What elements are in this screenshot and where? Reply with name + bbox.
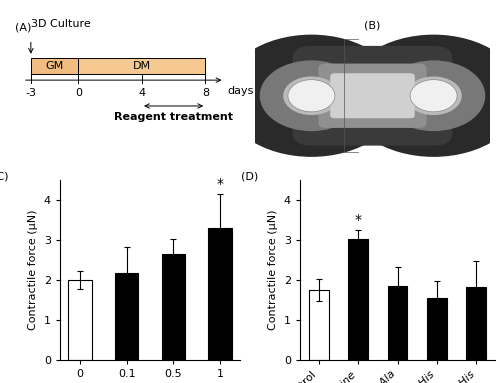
Bar: [208, 228, 232, 360]
Bar: [68, 280, 92, 360]
Bar: [466, 287, 486, 360]
Bar: [348, 239, 368, 360]
FancyBboxPatch shape: [292, 46, 452, 146]
FancyBboxPatch shape: [330, 73, 415, 118]
Bar: [309, 290, 328, 360]
Text: GM: GM: [46, 61, 64, 71]
FancyBboxPatch shape: [31, 59, 78, 74]
Circle shape: [288, 80, 335, 112]
Text: *: *: [216, 177, 224, 191]
Circle shape: [283, 77, 340, 115]
Text: Reagent treatment: Reagent treatment: [114, 112, 233, 122]
Circle shape: [344, 34, 500, 157]
Text: (D): (D): [242, 171, 259, 181]
Circle shape: [241, 47, 382, 144]
Bar: [162, 254, 185, 360]
Text: (A): (A): [15, 22, 32, 32]
Circle shape: [354, 41, 500, 151]
Circle shape: [406, 77, 462, 115]
Bar: [427, 298, 446, 360]
Circle shape: [363, 47, 500, 144]
Text: 4: 4: [138, 88, 145, 98]
Circle shape: [222, 34, 400, 157]
Y-axis label: Contractile force (μN): Contractile force (μN): [28, 210, 38, 330]
Text: (B): (B): [364, 20, 380, 30]
Text: days: days: [228, 86, 254, 97]
Circle shape: [232, 41, 392, 151]
Circle shape: [382, 61, 486, 131]
Text: 8: 8: [202, 88, 209, 98]
Text: DM: DM: [133, 61, 151, 71]
FancyBboxPatch shape: [318, 64, 426, 128]
Circle shape: [410, 80, 457, 112]
FancyBboxPatch shape: [78, 59, 206, 74]
Circle shape: [260, 61, 363, 131]
Text: (C): (C): [0, 171, 8, 181]
Y-axis label: Contractile force (μN): Contractile force (μN): [268, 210, 278, 330]
Bar: [388, 286, 407, 360]
Text: -3: -3: [26, 88, 36, 98]
Text: 0: 0: [75, 88, 82, 98]
Text: 3D Culture: 3D Culture: [31, 19, 90, 29]
Text: *: *: [354, 213, 362, 227]
Bar: [115, 273, 138, 360]
